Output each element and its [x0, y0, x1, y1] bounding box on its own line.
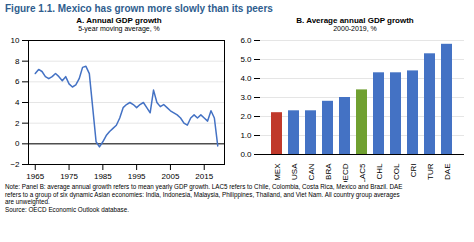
- svg-text:1965: 1965: [26, 172, 44, 181]
- html-text:refers to a group of six dynam: refers to a group of six dynamic Asian e…: [5, 190, 400, 198]
- svg-text:DAE: DAE: [443, 164, 452, 180]
- svg-text:CHL: CHL: [375, 163, 384, 180]
- html-text:B. Average annual GDP growth: B. Average annual GDP growth: [296, 16, 414, 25]
- svg-text:4: 4: [15, 98, 20, 107]
- svg-text:10: 10: [11, 36, 20, 45]
- svg-text:LAC5: LAC5: [358, 163, 367, 182]
- svg-text:−2: −2: [10, 160, 20, 169]
- svg-text:2015: 2015: [195, 172, 213, 181]
- svg-text:4.0: 4.0: [240, 74, 252, 83]
- html-text:5-year moving average, %: 5-year moving average, %: [78, 25, 160, 32]
- html-text:A. Annual GDP growth: A. Annual GDP growth: [76, 16, 162, 25]
- svg-text:CAN: CAN: [307, 163, 316, 180]
- svg-text:COL: COL: [392, 163, 401, 180]
- svg-text:2.0: 2.0: [240, 112, 252, 121]
- svg-text:OECD: OECD: [341, 163, 350, 182]
- svg-text:0.0: 0.0: [240, 150, 252, 159]
- svg-text:CRI: CRI: [409, 164, 418, 178]
- svg-text:2: 2: [15, 119, 20, 128]
- svg-text:2005: 2005: [162, 172, 180, 181]
- svg-text:USA: USA: [290, 163, 299, 180]
- svg-text:6.0: 6.0: [240, 36, 252, 45]
- svg-text:1975: 1975: [60, 172, 78, 181]
- svg-text:BRA: BRA: [324, 163, 333, 180]
- svg-text:1995: 1995: [128, 172, 146, 181]
- svg-text:1.0: 1.0: [240, 131, 252, 140]
- svg-text:8: 8: [15, 57, 20, 66]
- html-text:Note: Panel B: average annual: Note: Panel B: average annual growth ref…: [5, 183, 403, 190]
- svg-text:6: 6: [15, 77, 20, 86]
- svg-text:3.0: 3.0: [240, 93, 252, 102]
- svg-text:1985: 1985: [94, 172, 112, 181]
- svg-text:TUR: TUR: [426, 163, 435, 180]
- html-text:Source: OECD Economic Outlook: Source: OECD Economic Outlook database.: [5, 205, 129, 213]
- svg-text:5.0: 5.0: [240, 55, 252, 64]
- html-text:are unweighted.: are unweighted.: [5, 198, 50, 206]
- svg-text:MEX: MEX: [273, 163, 282, 181]
- html-text:2000-2019, %: 2000-2019, %: [333, 25, 377, 32]
- svg-text:0: 0: [15, 139, 20, 148]
- html-text:Figure 1.1. Mexico has grown m: Figure 1.1. Mexico has grown more slowly…: [5, 3, 273, 14]
